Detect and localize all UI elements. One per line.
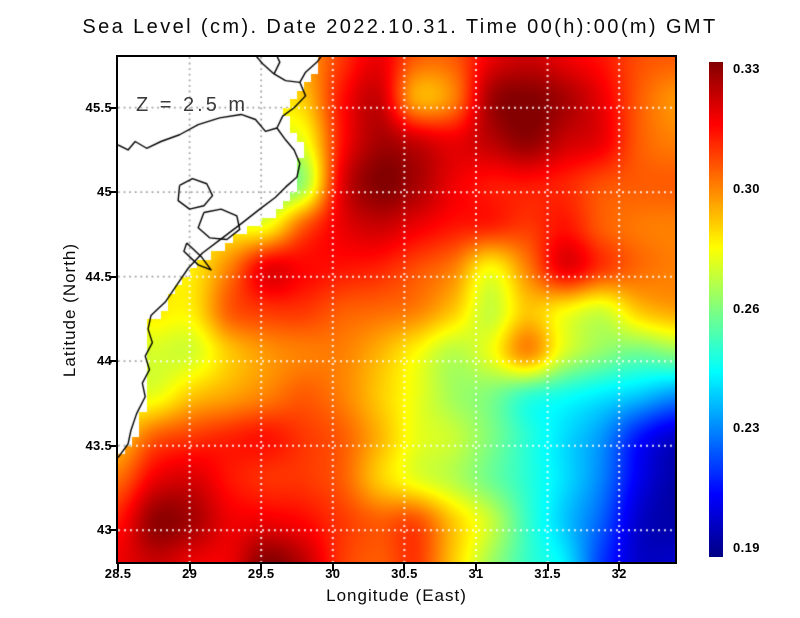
map-frame	[116, 55, 677, 564]
x-axis-label: Longitude (East)	[326, 586, 467, 605]
x-tick-label: 28.5	[104, 566, 132, 581]
colorbar-tick-label: 0.26	[733, 301, 760, 316]
y-tick-label: 45.5	[85, 99, 112, 115]
y-tick-mark	[109, 529, 116, 532]
y-tick-mark	[109, 191, 116, 194]
x-tick-label: 31	[468, 566, 484, 581]
colorbar-tick-label: 0.23	[733, 420, 760, 436]
colorbar-tick-label: 0.19	[733, 540, 760, 556]
page-title: Sea Level (cm). Date 2022.10.31. Time 00…	[82, 16, 718, 38]
colorbar-tick-label: 0.30	[733, 181, 760, 197]
x-tick-label: 30	[325, 566, 341, 581]
x-tick-mark	[474, 564, 477, 571]
x-tick-mark	[331, 564, 334, 571]
y-tick-mark	[109, 444, 116, 447]
y-tick-label: 44.5	[85, 268, 112, 284]
colorbar	[709, 62, 723, 557]
y-tick-mark	[109, 360, 116, 363]
x-tick-label: 32	[611, 566, 627, 581]
x-tick-mark	[546, 564, 549, 571]
y-tick-label: 44	[96, 353, 112, 369]
x-tick-label: 29	[182, 566, 198, 581]
x-tick-label: 29.5	[247, 566, 275, 581]
y-tick-mark	[109, 106, 116, 109]
x-tick-label: 30.5	[391, 566, 418, 581]
x-tick-mark	[188, 564, 191, 571]
x-tick-mark	[403, 564, 406, 571]
depth-annotation: Z = 2.5 m	[136, 94, 249, 116]
y-tick-label: 45	[96, 184, 112, 200]
x-tick-label: 31.5	[534, 566, 561, 581]
map-canvas	[118, 57, 675, 562]
x-tick-mark	[618, 564, 621, 571]
colorbar-tick-label: 0.33	[733, 61, 760, 77]
y-tick-mark	[109, 275, 116, 278]
y-tick-label: 43.5	[85, 437, 112, 453]
x-tick-mark	[117, 564, 119, 571]
y-axis-label: Latitude (North)	[60, 242, 79, 378]
x-tick-mark	[260, 564, 263, 571]
y-tick-label: 43	[96, 522, 112, 538]
